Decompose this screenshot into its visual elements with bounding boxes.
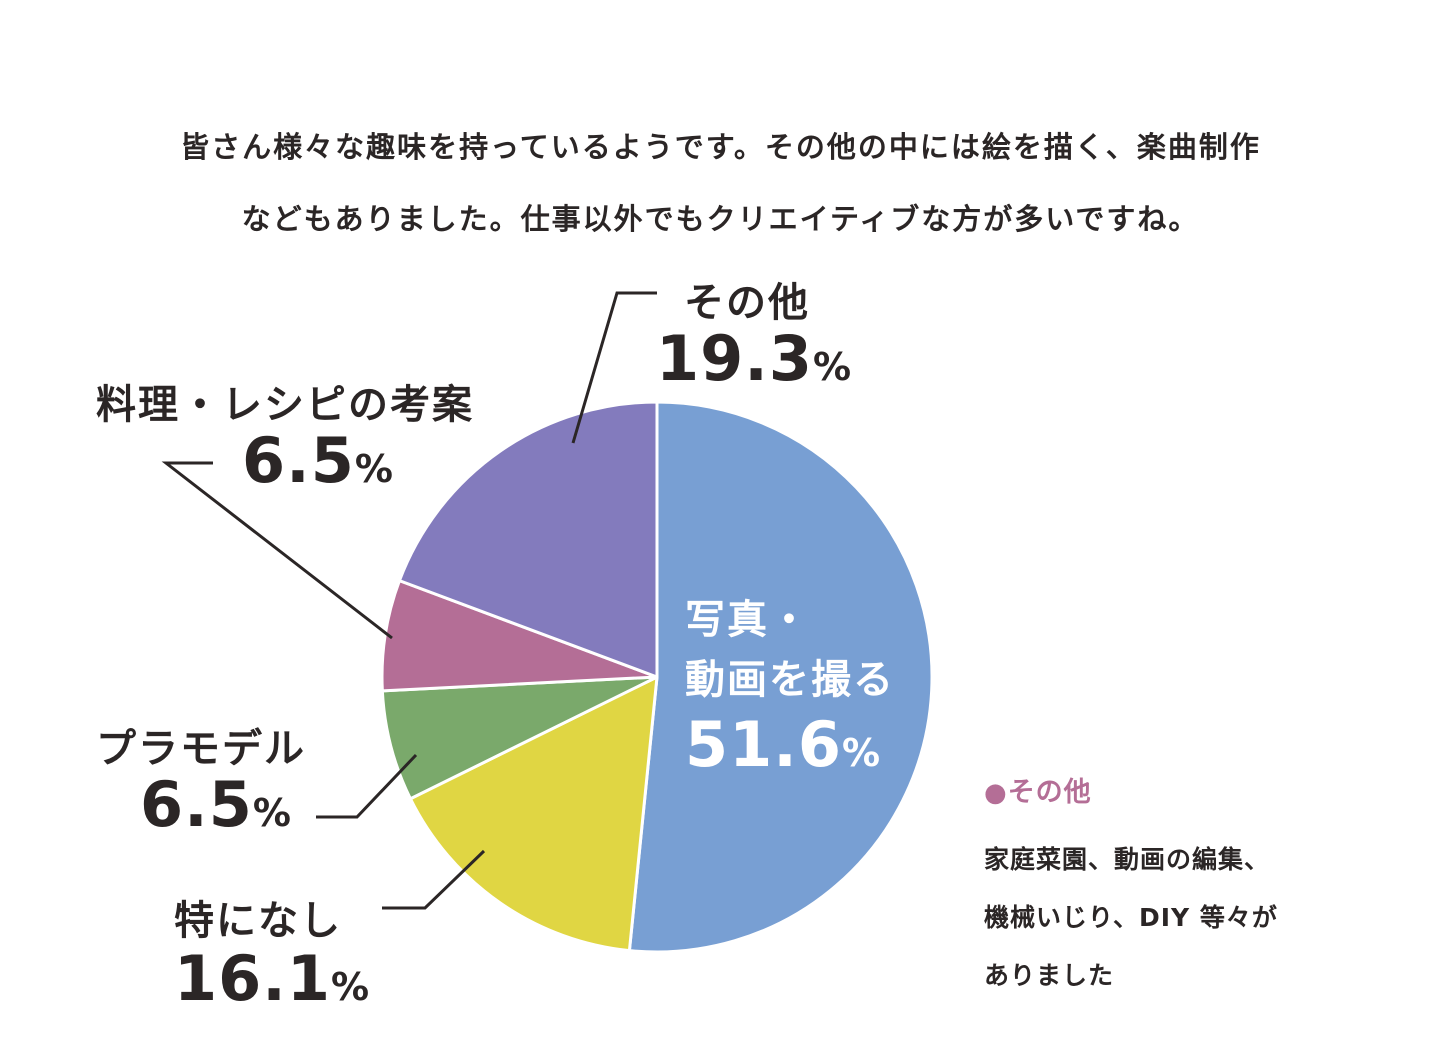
slice-label-none: 特になし 16.1%	[174, 888, 370, 1015]
pie-slice-none	[408, 675, 659, 953]
leader-lines	[161, 291, 657, 910]
pie-slices	[380, 400, 934, 954]
percent-sign: %	[354, 447, 394, 491]
other-details-body: 家庭菜園、動画の編集、 機械いじり、DIY 等々が ありました	[984, 831, 1424, 1005]
percent-sign: %	[841, 731, 882, 775]
intro-text-line-1: 皆さん様々な趣味を持っているようです。その他の中には絵を描く、楽曲制作	[180, 130, 1261, 164]
slice-value-cooking: 6.5%	[242, 424, 474, 497]
pie-slice-plamodel	[380, 675, 659, 801]
other-details-line-3: ありました	[984, 961, 1115, 990]
leader-line-none	[382, 849, 486, 910]
percent-sign: %	[812, 345, 853, 389]
leader-line-other	[571, 291, 657, 444]
other-details-line-1: 家庭菜園、動画の編集、	[984, 845, 1271, 874]
slice-name-other: その他	[684, 280, 810, 326]
slice-label-photo: 写真・ 動画を撮る 51.6%	[685, 590, 895, 781]
slice-name-photo-line-2: 動画を撮る	[685, 657, 895, 703]
slice-label-cooking: 料理・レシピの考案 6.5%	[96, 372, 474, 497]
slice-value-none-number: 16.1	[174, 942, 331, 1015]
pie-slice-photo	[627, 400, 934, 954]
leader-line-cooking	[161, 461, 393, 640]
other-details-title: ●その他	[984, 770, 1424, 809]
bullet-dot-icon: ●	[984, 778, 1008, 808]
intro-text-line-2: などもありました。仕事以外でもクリエイティブな方が多いですね。	[241, 202, 1200, 236]
slice-name-plamodel: プラモデル	[96, 726, 306, 772]
slice-label-other: その他 19.3%	[656, 270, 852, 395]
slice-value-photo: 51.6%	[685, 708, 895, 781]
other-details-title-text: その他	[1007, 777, 1092, 808]
slice-value-none: 16.1%	[174, 942, 370, 1015]
slice-name-cooking: 料理・レシピの考案	[96, 382, 474, 428]
slice-value-other: 19.3%	[656, 322, 852, 395]
pie-slice-other	[397, 400, 659, 679]
pie-slice-cooking	[380, 579, 659, 693]
slice-label-plamodel: プラモデル 6.5%	[96, 716, 306, 841]
percent-sign: %	[252, 791, 292, 835]
slice-value-other-number: 19.3	[656, 322, 813, 395]
percent-sign: %	[330, 965, 371, 1009]
slice-value-cooking-number: 6.5	[242, 424, 355, 497]
slice-name-none: 特になし	[174, 898, 342, 944]
slice-value-plamodel: 6.5%	[140, 768, 306, 841]
leader-line-plamodel	[316, 753, 418, 819]
other-details-line-2: 機械いじり、DIY 等々が	[984, 903, 1278, 932]
slice-value-photo-number: 51.6	[685, 708, 842, 781]
other-details-note: ●その他 家庭菜園、動画の編集、 機械いじり、DIY 等々が ありました	[984, 770, 1424, 1005]
slice-value-plamodel-number: 6.5	[140, 768, 253, 841]
slice-name-photo-line-1: 写真・	[685, 597, 811, 643]
